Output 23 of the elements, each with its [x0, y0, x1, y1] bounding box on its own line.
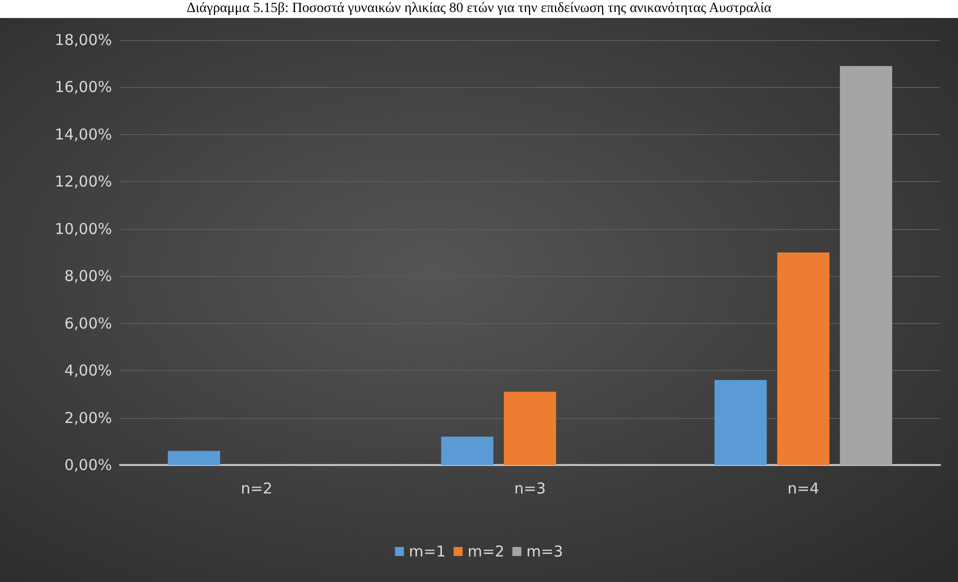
y-tick-label: 6,00%	[64, 314, 112, 332]
chart-title: Διάγραμμα 5.15β: Ποσοστά γυναικών ηλικίας 80 ετών για την επιδείνωση της ανικανότητας Αυστραλία	[186, 0, 772, 18]
bar	[504, 392, 556, 465]
y-tick-label: 10,00%	[54, 220, 112, 238]
y-tick-label: 12,00%	[54, 172, 112, 191]
legend-label: m=3	[526, 542, 564, 560]
y-tick-label: 0,00%	[64, 456, 112, 474]
y-tick-label: 4,00%	[64, 362, 112, 380]
x-tick-label: n=3	[514, 480, 546, 498]
y-tick-label: 8,00%	[64, 267, 112, 286]
bar	[714, 380, 767, 465]
y-tick-label: 14,00%	[54, 125, 112, 144]
bar	[840, 66, 892, 465]
y-tick-label: 18,00%	[54, 31, 112, 49]
bar	[168, 450, 220, 465]
y-tick-label: 16,00%	[54, 78, 112, 96]
x-tick-label: n=4	[788, 480, 820, 498]
y-tick-label: 2,00%	[64, 408, 112, 427]
legend-label: m=2	[468, 542, 504, 560]
x-tick-label: n=2	[240, 480, 272, 498]
bar	[441, 436, 494, 465]
legend-label: m=1	[408, 542, 446, 560]
bar	[777, 252, 830, 465]
